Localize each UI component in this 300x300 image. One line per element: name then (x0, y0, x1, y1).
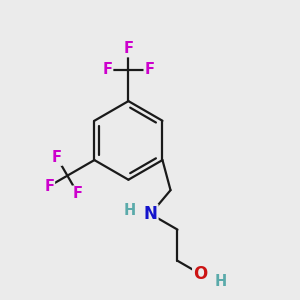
Text: H: H (123, 203, 136, 218)
Text: F: F (52, 150, 62, 165)
Text: N: N (144, 205, 158, 223)
Text: F: F (102, 62, 112, 77)
Text: F: F (145, 62, 154, 77)
Text: F: F (123, 41, 134, 56)
Text: O: O (193, 265, 208, 283)
Text: H: H (214, 274, 226, 289)
Text: F: F (73, 186, 83, 201)
Text: F: F (44, 179, 54, 194)
